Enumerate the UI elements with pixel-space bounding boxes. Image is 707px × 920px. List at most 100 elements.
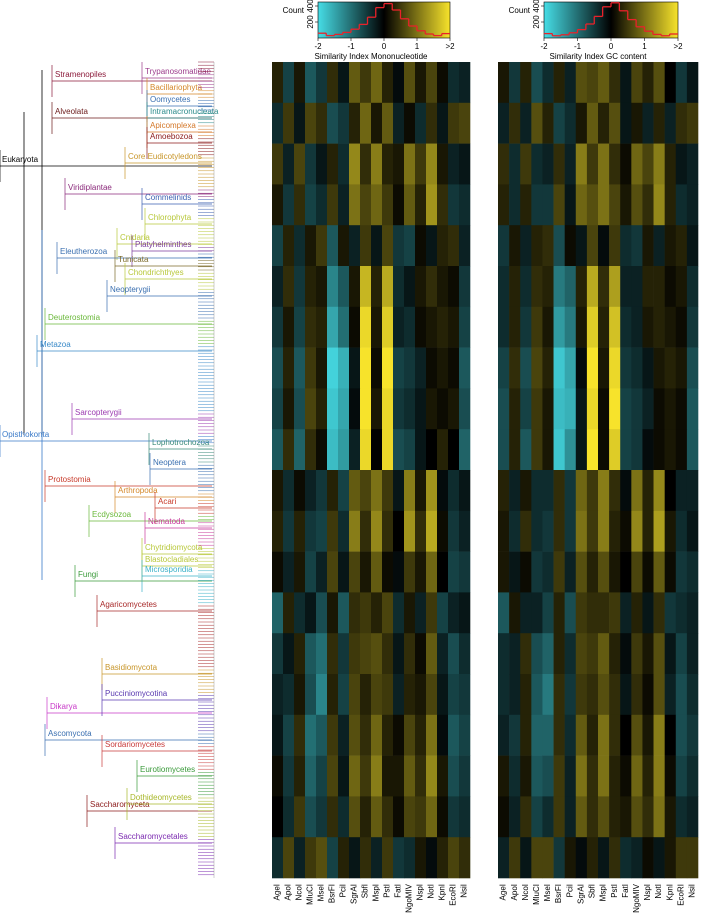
heatmap-cell — [664, 633, 677, 675]
heatmap-cell — [371, 388, 383, 430]
heatmap-cell — [542, 347, 554, 389]
heatmap-cell — [620, 755, 632, 797]
heatmap-cell — [393, 429, 405, 471]
heatmap-cell — [553, 592, 565, 634]
heatmap-cell — [316, 592, 328, 634]
heatmap-cell — [631, 674, 643, 716]
clade-label: Ecdysozoa — [92, 510, 132, 519]
heatmap-cell — [520, 837, 532, 879]
heatmap-cell — [542, 429, 554, 471]
heatmap-cell — [553, 551, 565, 593]
column-label: AgeI — [273, 884, 282, 900]
heatmap-cell — [642, 143, 654, 185]
heatmap-cell — [609, 306, 621, 348]
heatmap-cell — [553, 266, 565, 308]
heatmap-cell — [631, 714, 643, 756]
heatmap-cell — [531, 62, 543, 104]
column-label: MspI — [372, 884, 381, 901]
heatmap-cell — [686, 674, 699, 716]
heatmap-cell — [305, 796, 317, 838]
heatmap-cell — [653, 306, 665, 348]
heatmap-cell — [509, 102, 521, 144]
heatmap-cell — [620, 551, 632, 593]
heatmap-cell — [653, 796, 665, 838]
heatmap-cell — [631, 184, 643, 226]
heatmap-cell — [542, 837, 554, 879]
heatmap-cell — [272, 143, 284, 185]
heatmap-cell — [404, 62, 416, 104]
heatmap-cell — [609, 266, 621, 308]
x-tick-label: 1 — [415, 42, 420, 51]
heatmap-cell — [531, 184, 543, 226]
heatmap-cell — [272, 837, 284, 879]
heatmap-cell — [404, 755, 416, 797]
heatmap-cell — [598, 429, 610, 471]
heatmap-cell — [575, 714, 588, 756]
heatmap-cell — [642, 266, 654, 308]
heatmap-cell — [327, 714, 339, 756]
heatmap-cell — [426, 347, 438, 389]
heatmap-cell — [609, 510, 621, 552]
heatmap-cell — [575, 102, 588, 144]
heatmap-cell — [404, 551, 416, 593]
heatmap-cell — [371, 674, 383, 716]
heatmap-cell — [272, 755, 284, 797]
heatmap-cell — [338, 755, 350, 797]
clade-label: Trypanosomatidae — [145, 67, 212, 76]
column-label: NcoI — [521, 884, 530, 900]
heatmap-cell — [316, 755, 328, 797]
heatmap-cell — [553, 755, 565, 797]
heatmap-cell — [686, 714, 699, 756]
heatmap-cell — [437, 633, 449, 675]
clade-label: Acari — [158, 497, 176, 506]
heatmap-cell — [459, 755, 471, 797]
heatmap-cell — [653, 266, 665, 308]
heatmap-cell — [542, 306, 554, 348]
heatmap-cell — [586, 674, 599, 716]
heatmap-cell — [531, 837, 543, 879]
heatmap-cell — [415, 796, 427, 838]
heatmap-cell — [382, 62, 394, 104]
heatmap-cell — [327, 388, 339, 430]
heatmap-cell — [553, 102, 565, 144]
heatmap-cell — [653, 714, 665, 756]
heatmap-cell — [498, 796, 510, 838]
heatmap-cell — [664, 143, 677, 185]
heatmap-cell — [642, 102, 654, 144]
heatmap-cell — [415, 184, 427, 226]
heatmap-cell — [575, 755, 588, 797]
heatmap-cell — [653, 551, 665, 593]
heatmap-cell — [653, 225, 665, 267]
heatmap-cell — [586, 388, 599, 430]
heatmap-cell — [531, 510, 543, 552]
heatmap-cell — [509, 266, 521, 308]
clade-label: Viridiplantae — [68, 183, 112, 192]
heatmap-cell — [498, 510, 510, 552]
colorbar — [543, 1, 679, 39]
heatmap-cell — [575, 837, 588, 879]
heatmap-cell — [272, 470, 284, 512]
heatmap-cell — [360, 429, 372, 471]
heatmap-cell — [305, 592, 317, 634]
heatmap-cell — [426, 388, 438, 430]
heatmap-cell — [531, 429, 543, 471]
clade-label: Core Eudicotyledons — [128, 152, 202, 161]
heatmap-cell — [360, 837, 372, 879]
heatmap-cell — [609, 429, 621, 471]
heatmap-cell — [459, 143, 471, 185]
clade-label: Dothideomycetes — [130, 793, 192, 802]
heatmap-cell — [360, 796, 372, 838]
heatmap-cell — [338, 266, 350, 308]
heatmap-cell — [437, 102, 449, 144]
heatmap-cell — [553, 470, 565, 512]
heatmap-cell — [575, 306, 588, 348]
heatmap-cell — [586, 633, 599, 675]
heatmap-cell — [294, 266, 306, 308]
heatmap-cell — [349, 266, 361, 308]
heatmap-cell — [338, 592, 350, 634]
column-label: PciI — [565, 884, 574, 897]
heatmap-cell — [393, 592, 405, 634]
clade-label: Arthropoda — [118, 486, 158, 495]
heatmap-cell — [305, 225, 317, 267]
heatmap-cell — [382, 510, 394, 552]
